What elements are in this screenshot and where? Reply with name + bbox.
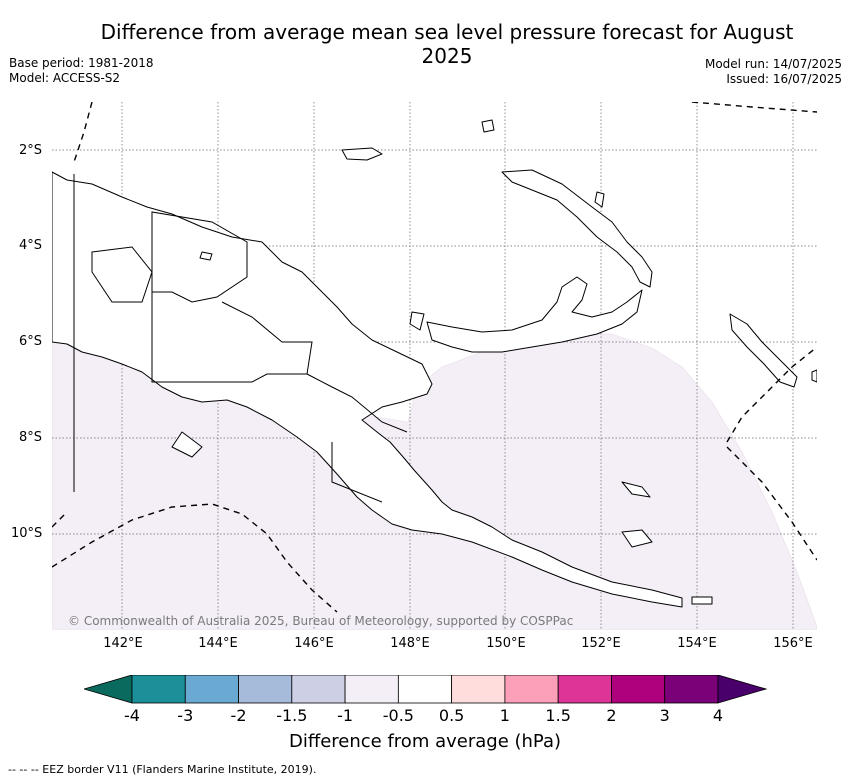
issued-date: Issued: 16/07/2025 [726, 72, 842, 86]
colorbar-segment [664, 675, 719, 704]
colorbar-tick-label: -4 [124, 706, 140, 725]
colorbar-high-extension [717, 675, 768, 704]
admin-borders [73, 174, 408, 503]
base-period: Base period: 1981-2018 [9, 56, 154, 70]
colorbar-segment [557, 675, 612, 704]
lon-label-142e: 142°E [103, 636, 143, 651]
model-name: Model: ACCESS-S2 [9, 71, 121, 85]
colorbar-tick-label: 3 [659, 706, 670, 725]
chart-title: Difference from average mean sea level p… [100, 20, 794, 68]
meta-right: Model run: 14/07/2025 Issued: 16/07/2025 [705, 57, 842, 87]
colorbar-tick-label: 1 [499, 706, 510, 725]
colorbar-low-extension [84, 675, 133, 704]
lat-label-8s: 8°S [19, 430, 43, 445]
copyright-notice: © Commonwealth of Australia 2025, Bureau… [68, 614, 574, 628]
colorbar-tick-label: -2 [230, 706, 247, 725]
model-run: Model run: 14/07/2025 [704, 57, 842, 71]
colorbar-tick-label: 1.5 [545, 706, 571, 725]
lat-label-4s: 4°S [19, 238, 43, 253]
colorbar-tick-label: -3 [177, 706, 194, 725]
coastline [52, 119, 817, 608]
map-canvas [52, 102, 817, 630]
colorbar-segment [131, 675, 186, 704]
colorbar-tick-label: -1.5 [276, 706, 308, 725]
lon-label-146e: 146°E [294, 636, 334, 651]
lon-label-152e: 152°E [581, 636, 621, 651]
colorbar-segment [344, 675, 399, 704]
colorbar-segment [238, 675, 293, 704]
colorbar-segment [451, 675, 506, 704]
eez-footnote: -- -- -- EEZ border V11 (Flanders Marine… [8, 763, 317, 776]
colorbar-segment [184, 675, 239, 704]
colorbar-segment [291, 675, 346, 704]
lon-label-150e: 150°E [486, 636, 526, 651]
colorbar-segments [131, 675, 719, 704]
colorbar [84, 675, 768, 704]
colorbar-tick-label: -1 [337, 706, 354, 725]
colorbar-segment [504, 675, 559, 704]
colorbar-tick-label: 4 [712, 706, 724, 725]
eez-borders [52, 102, 817, 613]
lon-label-156e: 156°E [773, 636, 813, 651]
colorbar-label: Difference from average (hPa) [288, 731, 562, 752]
colorbar-segment [397, 675, 453, 704]
lon-label-148e: 148°E [390, 636, 430, 651]
meta-left: Base period: 1981-2018 Model: ACCESS-S2 [9, 56, 154, 86]
lat-label-2s: 2°S [19, 143, 43, 158]
lat-label-6s: 6°S [19, 334, 43, 349]
lat-label-10s: 10°S [11, 526, 43, 541]
colorbar-tick-label: 0.5 [438, 706, 465, 725]
lon-label-154e: 154°E [677, 636, 717, 651]
colorbar-tick-label: -0.5 [382, 706, 414, 725]
map-panel: © Commonwealth of Australia 2025, Bureau… [52, 102, 817, 630]
colorbar-tick-label: 2 [606, 706, 617, 725]
lon-label-144e: 144°E [198, 636, 238, 651]
colorbar-segment [611, 675, 666, 704]
